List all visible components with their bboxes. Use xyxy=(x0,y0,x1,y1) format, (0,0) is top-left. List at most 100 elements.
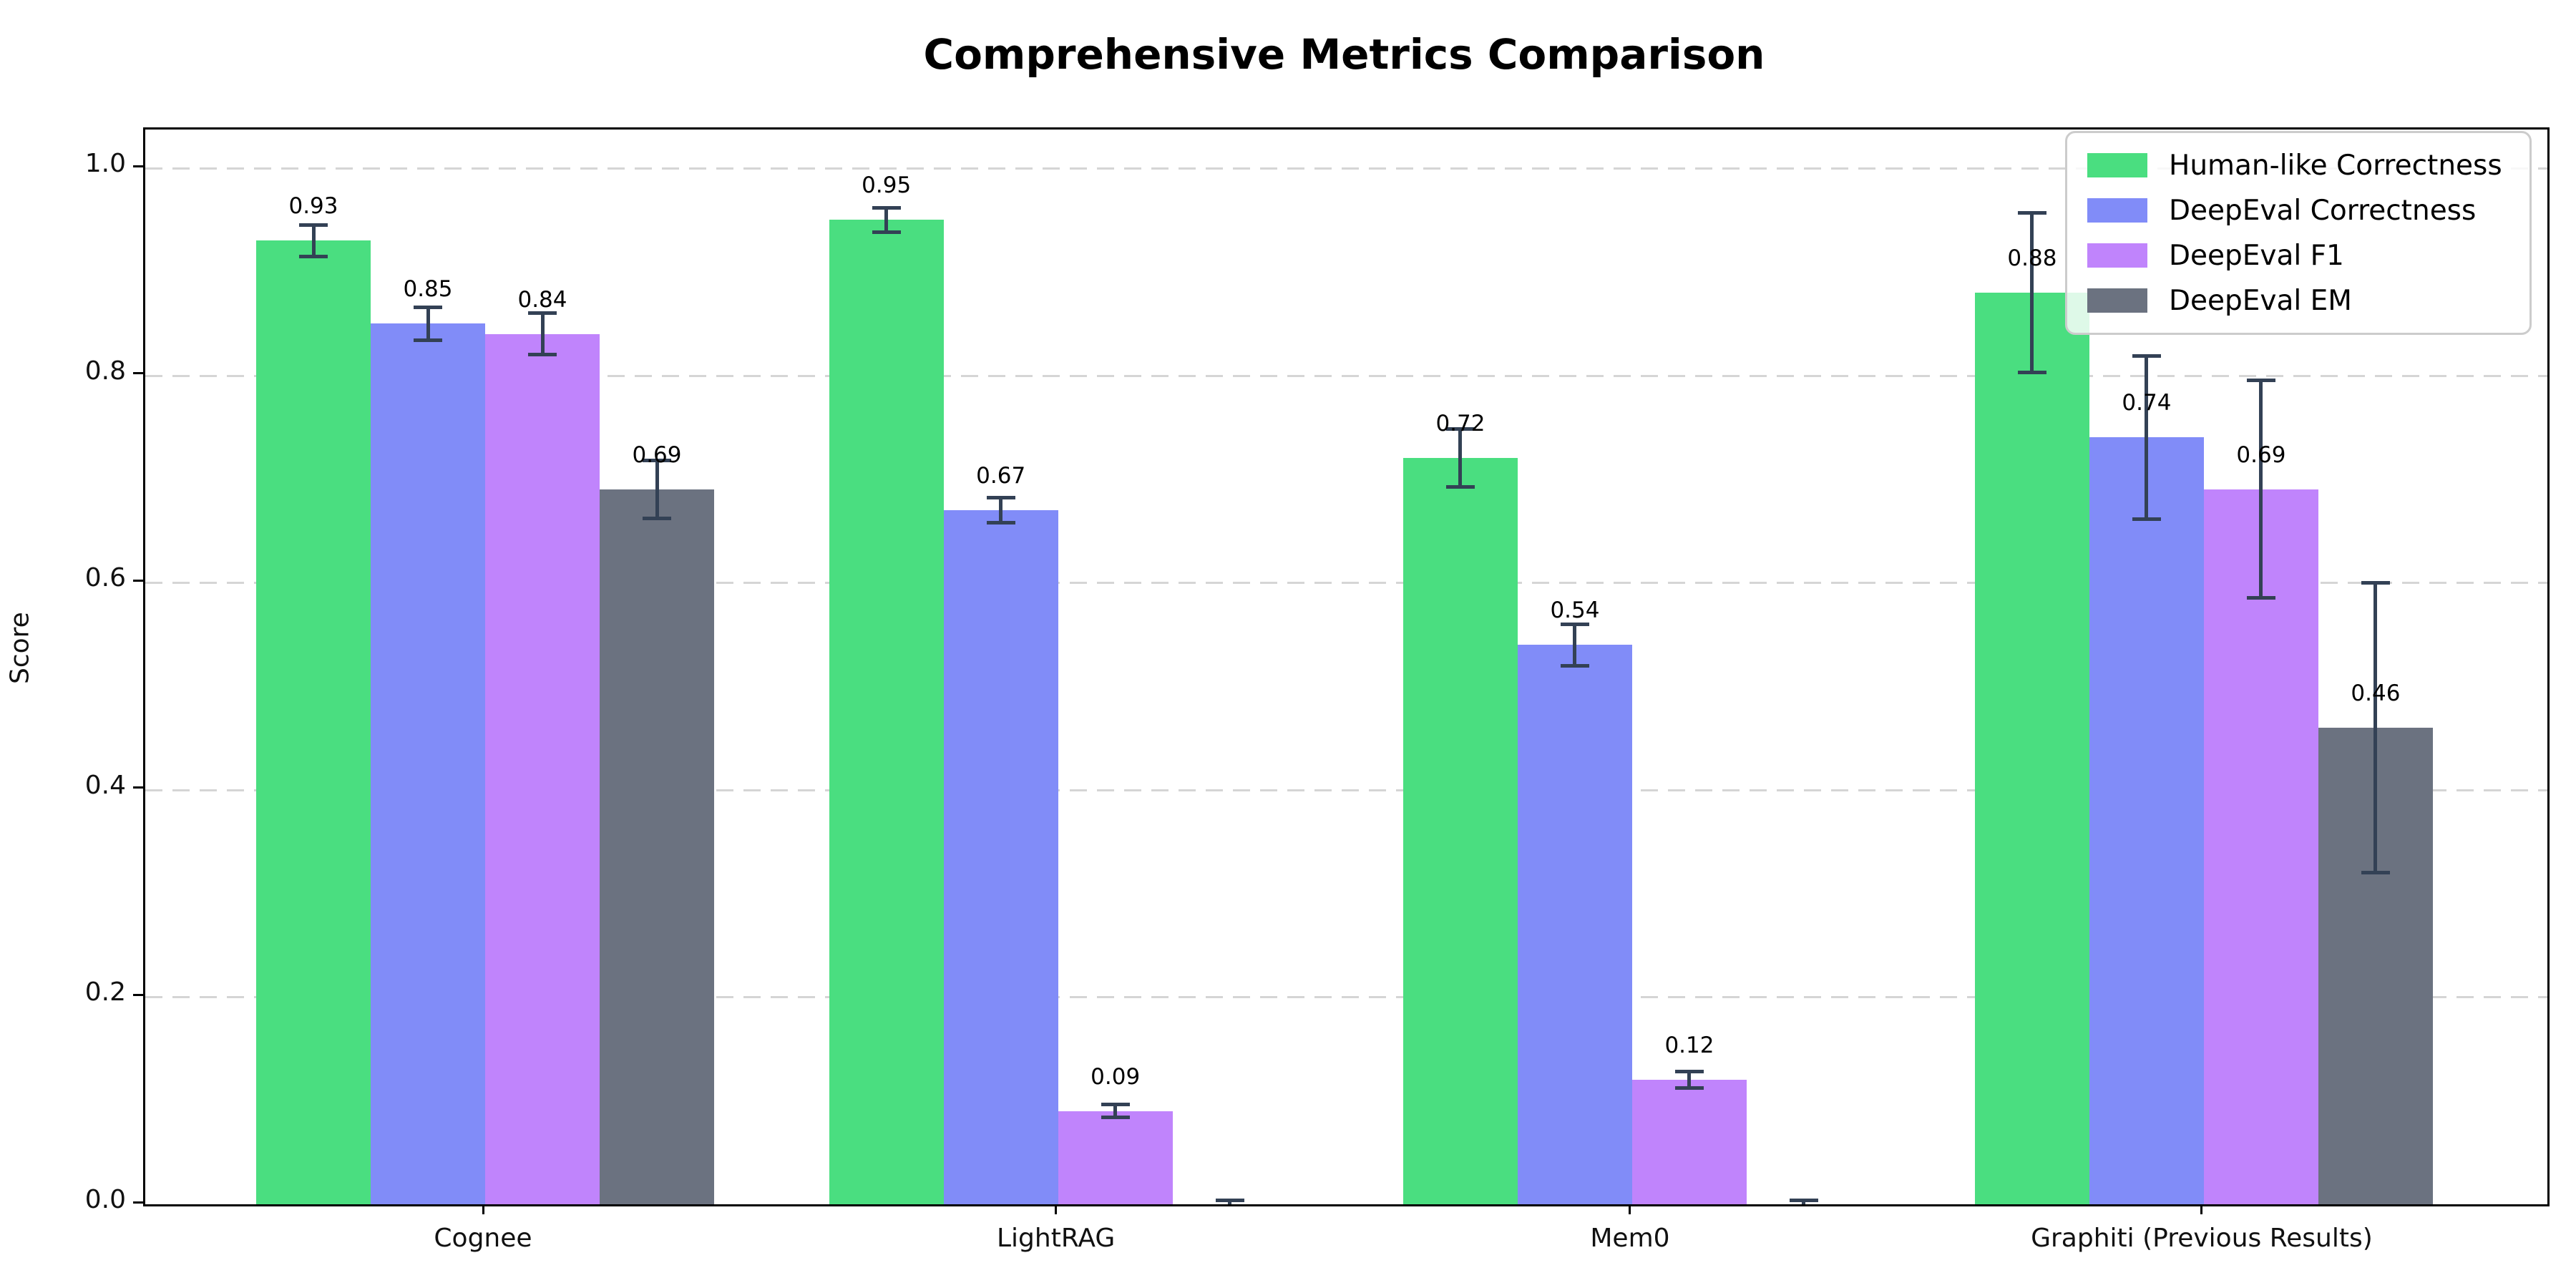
gridline xyxy=(145,996,2547,999)
error-bar-cap xyxy=(2132,517,2161,522)
error-bar-cap xyxy=(528,353,557,357)
legend-item: Human-like Correctness xyxy=(2087,149,2509,182)
error-bar-cap xyxy=(872,205,901,210)
error-bar xyxy=(426,307,430,341)
y-tick-mark xyxy=(133,372,143,375)
error-bar-cap xyxy=(643,458,671,462)
x-tick-mark xyxy=(482,1204,484,1214)
x-tick-label: LightRAG xyxy=(997,1224,1116,1253)
x-tick-mark xyxy=(2200,1204,2203,1214)
error-bar-cap xyxy=(872,230,901,235)
error-bar xyxy=(1458,429,1463,487)
error-bar xyxy=(1573,624,1577,666)
bar xyxy=(943,509,1058,1204)
bar-value-label: 0.12 xyxy=(1664,1033,1714,1059)
y-tick-mark xyxy=(133,1201,143,1204)
legend-item: DeepEval F1 xyxy=(2087,239,2509,272)
y-tick-label: 0.6 xyxy=(84,563,126,593)
bar xyxy=(1631,1080,1747,1204)
legend-swatch xyxy=(2087,243,2147,268)
legend-item: DeepEval EM xyxy=(2087,284,2509,317)
y-tick-label: 1.0 xyxy=(84,149,126,178)
y-tick-label: 0.0 xyxy=(84,1185,126,1214)
x-tick-label: Cognee xyxy=(434,1224,532,1253)
chart-title: Comprehensive Metrics Comparison xyxy=(923,30,1765,79)
error-bar-cap xyxy=(2246,379,2275,383)
error-bar xyxy=(2373,582,2378,873)
legend-item: DeepEval Correctness xyxy=(2087,194,2509,227)
legend: Human-like Correctness DeepEval Correctne… xyxy=(2065,131,2532,335)
error-bar-cap xyxy=(1101,1115,1130,1119)
error-bar xyxy=(2259,380,2263,598)
gridline xyxy=(145,789,2547,791)
bar-value-label: 0.09 xyxy=(1091,1063,1141,1090)
bar-value-label: 0.67 xyxy=(976,462,1026,489)
error-bar xyxy=(540,313,545,355)
error-bar-cap xyxy=(1560,663,1589,668)
bar xyxy=(600,489,714,1204)
bar-value-label: 0.72 xyxy=(1435,411,1485,437)
error-bar-cap xyxy=(2361,580,2390,585)
error-bar-cap xyxy=(1101,1103,1130,1107)
y-tick-label: 0.8 xyxy=(84,356,126,386)
legend-swatch xyxy=(2087,288,2147,313)
gridline xyxy=(145,167,2547,170)
bar xyxy=(485,333,600,1204)
error-bar-cap xyxy=(414,338,442,342)
error-bar xyxy=(884,208,889,233)
bar-value-label: 0.74 xyxy=(2122,390,2172,416)
bar xyxy=(371,323,485,1204)
bar xyxy=(1974,292,2089,1204)
error-bar xyxy=(311,225,316,257)
error-bar xyxy=(1687,1071,1692,1088)
bar-value-label: 0.54 xyxy=(1550,597,1600,624)
error-bar-cap xyxy=(1674,1070,1704,1074)
y-tick-label: 0.4 xyxy=(84,770,126,800)
error-bar-cap xyxy=(2246,596,2275,600)
x-tick-mark xyxy=(1055,1204,1058,1214)
x-tick-mark xyxy=(1629,1204,1631,1214)
y-tick-label: 0.2 xyxy=(84,977,126,1008)
legend-label: Human-like Correctness xyxy=(2169,149,2502,182)
error-bar xyxy=(1802,1200,1806,1204)
legend-swatch xyxy=(2087,153,2147,177)
bar-value-label: 0.46 xyxy=(2351,680,2401,706)
bar xyxy=(2203,489,2318,1204)
error-bar xyxy=(1113,1104,1118,1118)
error-bar-cap xyxy=(1445,485,1475,489)
error-bar-cap xyxy=(1674,1086,1704,1091)
bar-value-label: 0.85 xyxy=(403,276,453,303)
gridline xyxy=(145,374,2547,377)
error-bar-cap xyxy=(1215,1198,1244,1202)
error-bar-cap xyxy=(986,520,1015,525)
y-tick-mark xyxy=(133,579,143,582)
error-bar-cap xyxy=(414,305,442,309)
bar-value-label: 0.69 xyxy=(2236,441,2286,468)
x-tick-label: Mem0 xyxy=(1590,1224,1670,1253)
error-bar-cap xyxy=(2132,353,2161,358)
legend-swatch xyxy=(2087,198,2147,223)
legend-label: DeepEval Correctness xyxy=(2169,194,2477,227)
bar xyxy=(1058,1111,1173,1204)
error-bar-cap xyxy=(643,516,671,520)
bar-value-label: 0.69 xyxy=(632,441,682,468)
error-bar-cap xyxy=(1789,1198,1818,1202)
error-bar-cap xyxy=(299,254,328,258)
x-tick-label: Graphiti (Previous Results) xyxy=(2031,1224,2373,1253)
bar xyxy=(1402,458,1518,1204)
legend-label: DeepEval EM xyxy=(2169,284,2352,317)
bar-value-label: 0.88 xyxy=(2007,245,2057,271)
error-bar-cap xyxy=(528,311,557,316)
y-tick-mark xyxy=(133,993,143,996)
y-tick-mark xyxy=(133,786,143,789)
bar xyxy=(829,220,944,1204)
y-tick-mark xyxy=(133,165,143,167)
error-bar-cap xyxy=(1445,427,1475,431)
error-bar-cap xyxy=(2017,370,2046,374)
error-bar-cap xyxy=(2017,210,2046,215)
error-bar xyxy=(2145,356,2149,519)
gridline xyxy=(145,582,2547,585)
legend-label: DeepEval F1 xyxy=(2169,239,2344,272)
y-axis-label-text: Score xyxy=(5,612,35,684)
